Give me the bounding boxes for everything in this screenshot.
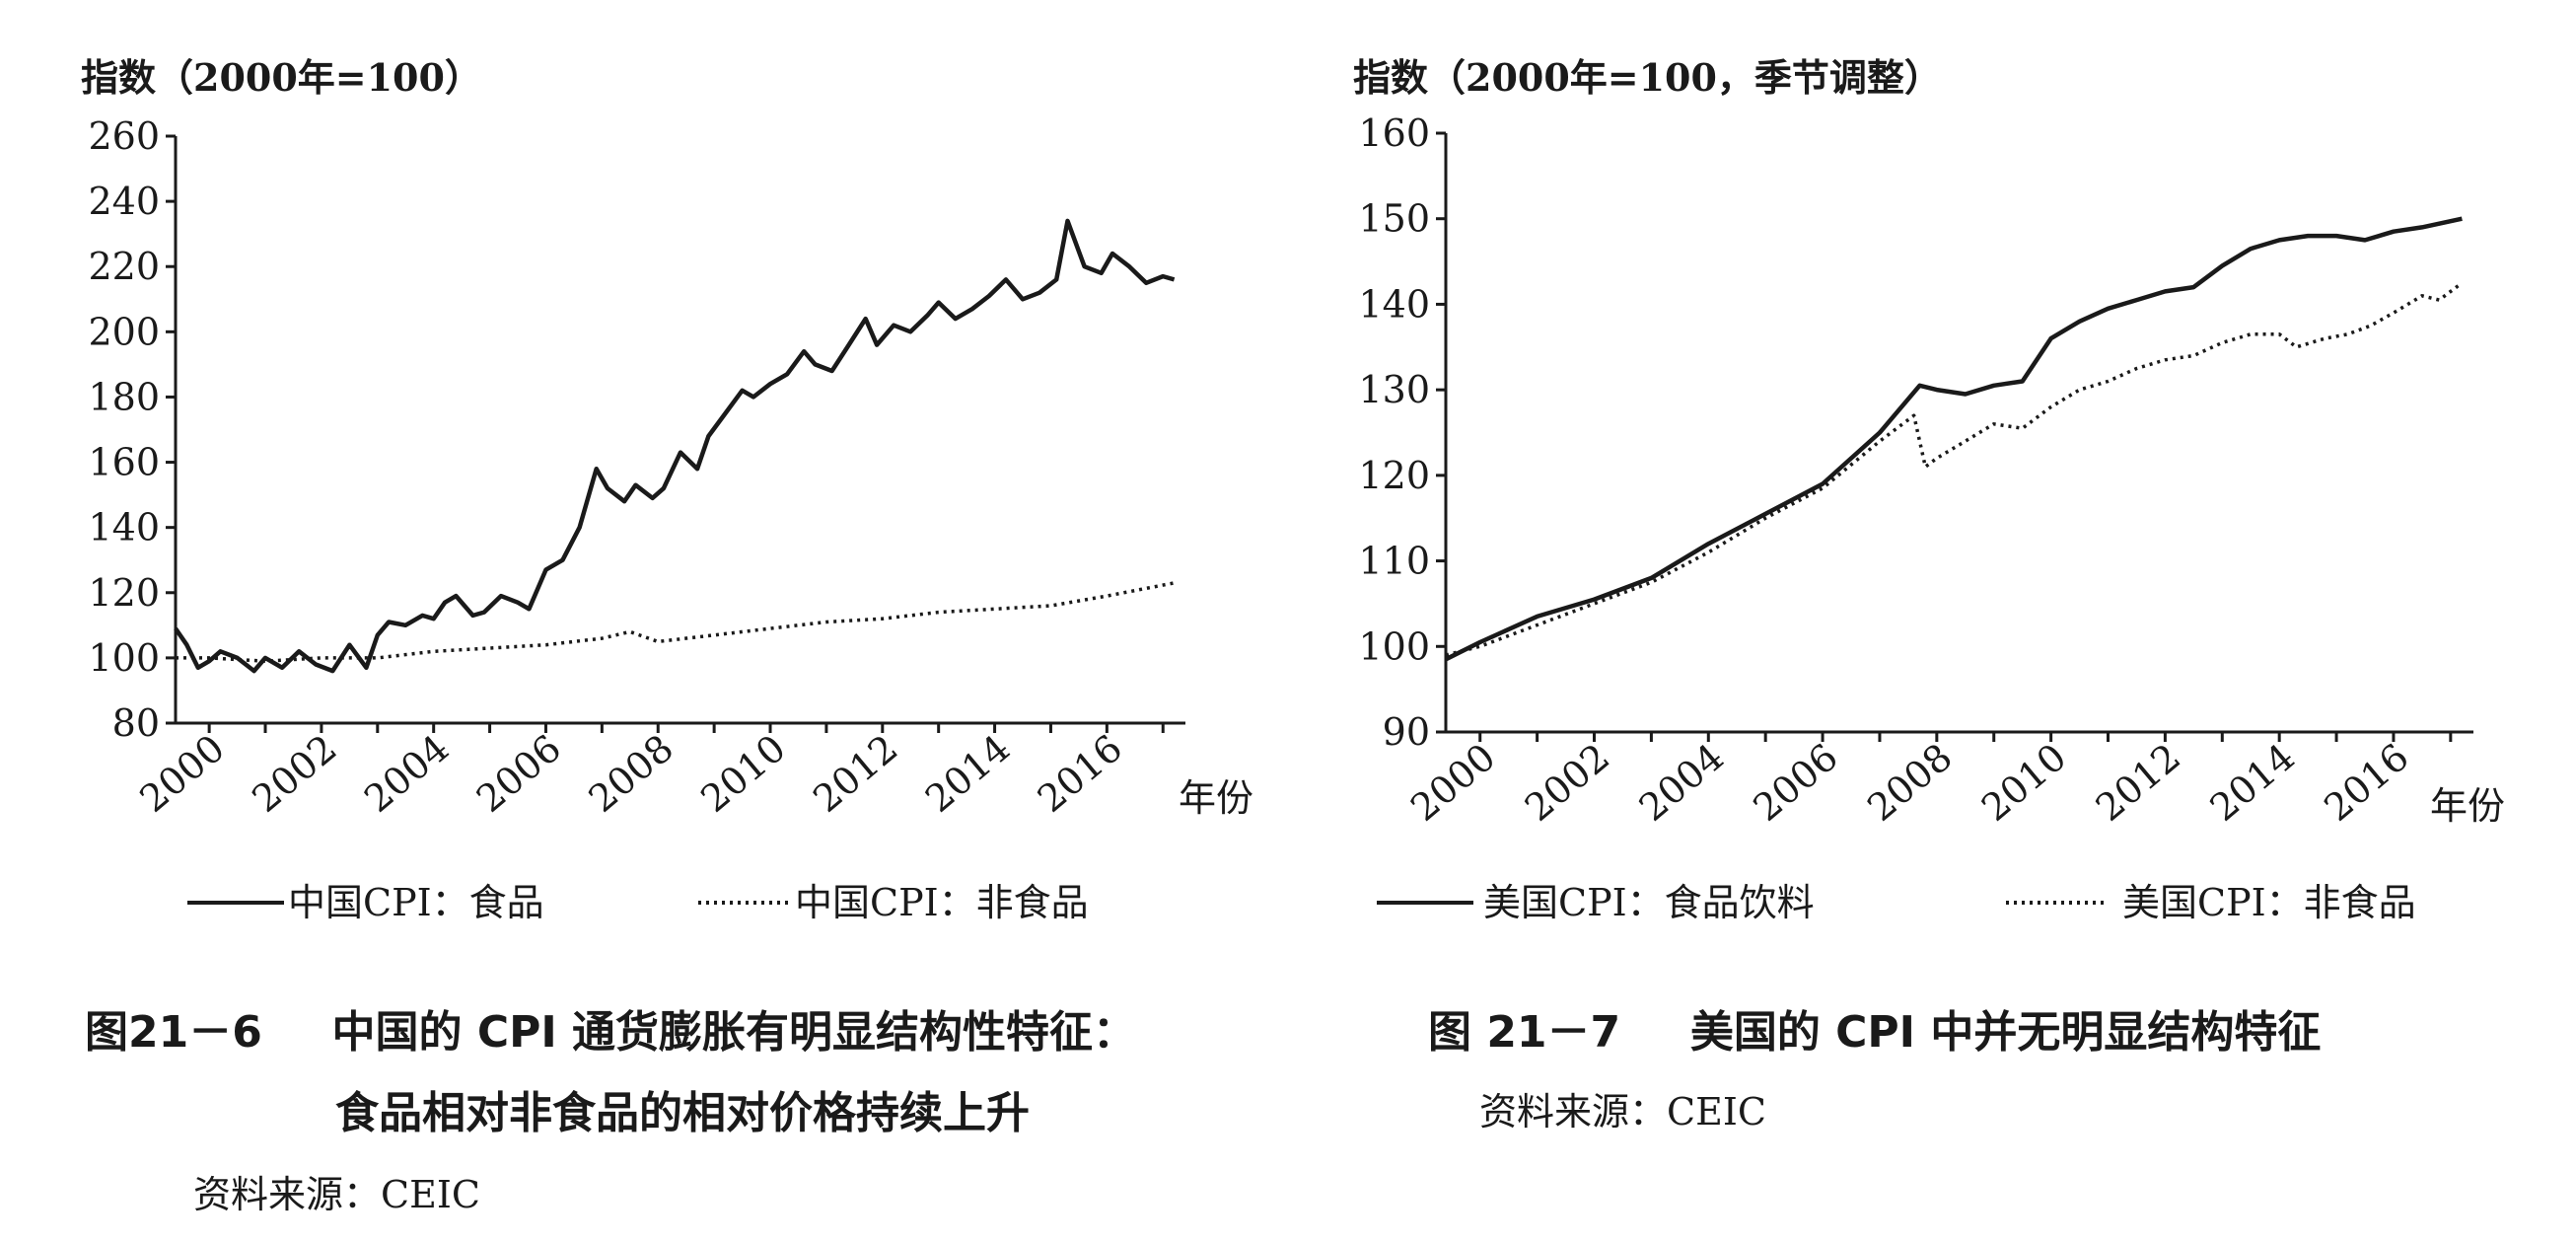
y-tick-label: 220 — [88, 245, 160, 288]
figure-caption-right: 图 21－7 美国的 CPI 中并无明显结构特征 — [1428, 996, 2321, 1060]
y-tick-label: 120 — [88, 571, 160, 615]
x-tick-label: 2002 — [1517, 735, 1617, 830]
x-tick-label: 2006 — [468, 726, 569, 821]
figure-caption-left: 图21－6 中国的 CPI 通货膨胀有明显结构性特征： — [85, 996, 1136, 1060]
x-tick-label: 2016 — [1030, 726, 1130, 821]
x-tick-label: 2012 — [2088, 735, 2188, 830]
figure-caption-left-line2: 食品相对非食品的相对价格持续上升 — [335, 1088, 1030, 1138]
figure-number: 图 21－7 — [1428, 1007, 1621, 1058]
x-tick-label: 2010 — [692, 726, 793, 821]
y-tick-label: 80 — [112, 701, 160, 745]
y-tick-label: 110 — [1358, 540, 1430, 583]
china-cpi-chart: 指数（2000年=100） 80 100 120 140 160 180 200 220 240… — [81, 55, 1253, 924]
y-tick-label: 160 — [1358, 111, 1430, 155]
x-tick-label: 2016 — [2316, 735, 2416, 830]
series-line-nonfood — [1445, 281, 2464, 657]
x-tick-label: 2014 — [917, 726, 1018, 821]
series-line-nonfood — [176, 581, 1175, 663]
caption-line-1: 中国的 CPI 通货膨胀有明显结构性特征： — [331, 1007, 1137, 1058]
series-line-food — [174, 218, 1176, 674]
y-tick-label: 100 — [1358, 624, 1430, 668]
legend-label-food: 美国CPI：食品饮料 — [1483, 881, 1815, 924]
source-note-right: 资料来源：CEIC — [1479, 1090, 1766, 1133]
y-tick-label: 160 — [88, 441, 160, 484]
x-tick-label: 2002 — [244, 726, 344, 821]
legend: 美国CPI：食品饮料 美国CPI：非食品 — [1377, 881, 2416, 924]
x-axis-title: 年份 — [1179, 776, 1253, 820]
caption-line-1: 美国的 CPI 中并无明显结构特征 — [1689, 1007, 2322, 1058]
us-cpi-chart: 指数（2000年=100，季节调整） 90 100 110 120 130 140 150 1… — [1353, 55, 2505, 924]
x-tick-label: 2010 — [1973, 735, 2074, 830]
x-tick-label: 2008 — [581, 726, 681, 821]
x-tick-label: 2008 — [1859, 735, 1960, 830]
x-tick-label: 2004 — [356, 726, 457, 821]
legend-label-nonfood: 中国CPI：非食品 — [795, 881, 1089, 924]
y-tick-label: 200 — [88, 310, 160, 353]
y-tick-label: 180 — [88, 375, 160, 418]
y-tick-label: 140 — [88, 506, 160, 549]
y-axis-title: 指数（2000年=100） — [81, 55, 482, 100]
y-tick-label: 150 — [1358, 197, 1430, 241]
y-tick-label: 90 — [1383, 710, 1430, 754]
legend: 中国CPI：食品 中国CPI：非食品 — [187, 881, 1089, 924]
y-tick-label: 130 — [1358, 368, 1430, 411]
x-tick-label: 2014 — [2202, 735, 2303, 830]
legend-label-food: 中国CPI：食品 — [288, 881, 544, 924]
x-tick-label: 2004 — [1631, 735, 1732, 830]
y-tick-label: 240 — [88, 180, 160, 223]
y-tick-label: 140 — [1358, 282, 1430, 326]
x-axis-title: 年份 — [2430, 784, 2505, 828]
y-tick-label: 100 — [88, 636, 160, 680]
y-axis-title: 指数（2000年=100，季节调整） — [1353, 55, 1942, 100]
figure-number: 图21－6 — [85, 1007, 262, 1058]
series-line-food — [1444, 216, 2463, 662]
x-tick-label: 2012 — [805, 726, 905, 821]
legend-label-nonfood: 美国CPI：非食品 — [2122, 881, 2416, 924]
x-tick-label: 2006 — [1745, 735, 1845, 830]
y-tick-label: 260 — [88, 114, 160, 158]
source-note-left: 资料来源：CEIC — [193, 1173, 480, 1216]
y-tick-label: 120 — [1358, 454, 1430, 497]
